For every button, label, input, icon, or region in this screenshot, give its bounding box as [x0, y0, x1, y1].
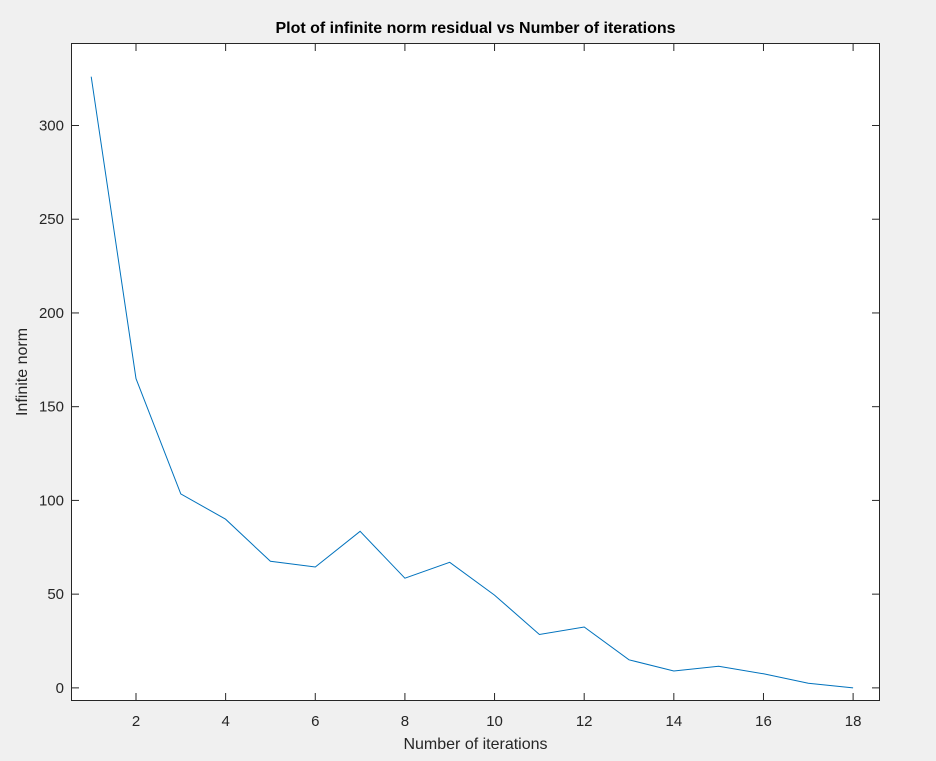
y-tick-label: 200 — [39, 305, 64, 322]
y-axis-label: Infinite norm — [14, 328, 31, 416]
chart-title: Plot of infinite norm residual vs Number… — [275, 20, 675, 37]
axes-box — [71, 43, 880, 701]
x-tick-label: 10 — [486, 713, 503, 730]
y-tick-label: 50 — [47, 586, 64, 603]
x-tick-label: 8 — [401, 713, 409, 730]
x-axis-label: Number of iterations — [403, 736, 547, 753]
x-tick-label: 18 — [845, 713, 862, 730]
axes-background — [71, 43, 880, 701]
y-tick-label: 250 — [39, 211, 64, 228]
x-tick-label: 2 — [132, 713, 140, 730]
y-tick-label: 150 — [39, 399, 64, 416]
ticks-layer: 2 4 6 8 10 12 14 16 18 0 50 100 150 200 250 300 — [39, 43, 880, 730]
series-layer — [90, 76, 854, 689]
y-tick-label: 300 — [39, 117, 64, 134]
x-tick-label: 12 — [576, 713, 593, 730]
x-tick-label: 16 — [755, 713, 772, 730]
y-tick-label: 100 — [39, 492, 64, 509]
y-tick-label: 0 — [56, 680, 64, 697]
x-tick-label: 14 — [665, 713, 682, 730]
x-tick-label: 4 — [221, 713, 229, 730]
series-line — [90, 76, 854, 689]
x-tick-label: 6 — [311, 713, 319, 730]
